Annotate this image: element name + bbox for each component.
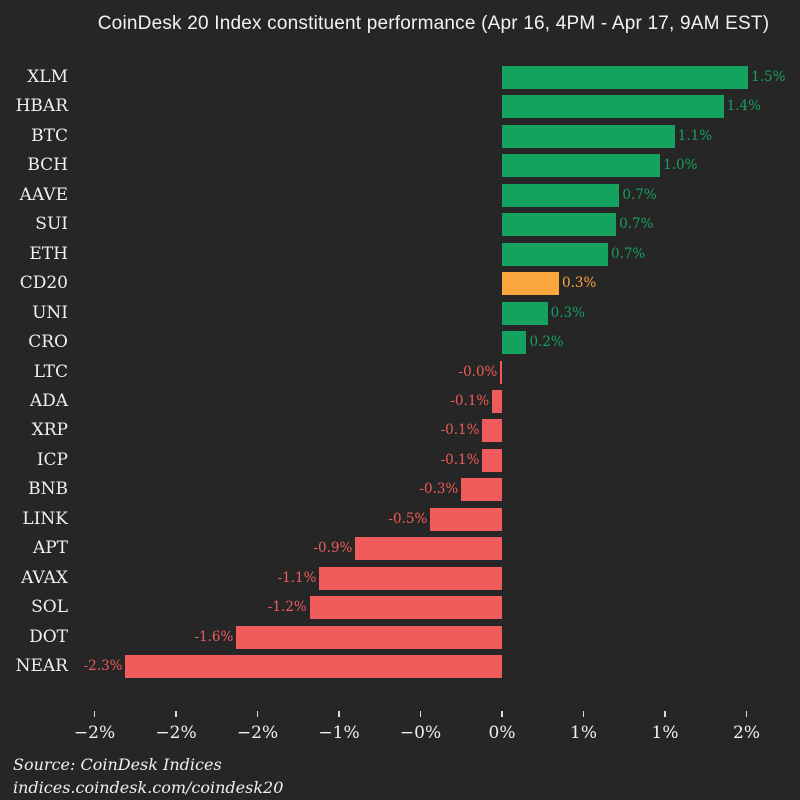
value-label-bch: 1.0% (663, 157, 698, 174)
x-axis-tick-mark (93, 711, 96, 717)
source-note: Source: CoinDesk Indices indices.coindes… (13, 753, 283, 799)
category-label-icp: ICP (36, 449, 68, 470)
x-axis-tick-label: −2% (155, 723, 197, 743)
source-url: indices.coindesk.com/coindesk20 (13, 778, 284, 797)
x-axis-tick-label: 1% (651, 723, 679, 743)
category-label-near: NEAR (15, 656, 68, 676)
bar-near (125, 655, 502, 678)
x-axis-tick-mark (664, 711, 666, 717)
value-label-xrp: -0.1% (440, 422, 480, 439)
value-label-uni: 0.3% (550, 304, 585, 321)
bar-eth (502, 242, 608, 266)
category-label-apt: APT (32, 538, 68, 559)
chart-title: CoinDesk 20 Index constituent performanc… (97, 13, 770, 34)
value-label-sui: 0.7% (619, 216, 654, 233)
x-axis-tick-label: 2% (733, 723, 760, 743)
bar-hbar (502, 95, 724, 119)
bar-dot (236, 625, 502, 649)
bar-aave (502, 183, 620, 207)
category-label-link: LINK (22, 508, 68, 529)
bar-ada (492, 389, 502, 413)
bar-cd20 (502, 272, 560, 296)
x-axis-tick-mark (419, 711, 422, 717)
value-label-ada: -0.1% (450, 392, 490, 409)
x-axis-tick-label: −2% (73, 723, 116, 743)
x-axis-tick-label: 1% (570, 723, 597, 743)
category-label-xrp: XRP (31, 420, 68, 441)
bar-bnb (461, 478, 502, 502)
bar-ltc (500, 360, 502, 384)
x-axis-tick-mark (501, 711, 503, 717)
bar-sol (309, 596, 502, 620)
value-label-xlm: 1.5% (751, 69, 786, 85)
x-axis-tick-label: 0% (488, 723, 516, 743)
bar-apt (355, 537, 502, 561)
value-label-link: -0.5% (388, 510, 428, 527)
x-axis-tick-label: −2% (236, 723, 279, 743)
category-label-hbar: HBAR (15, 96, 68, 117)
value-label-cd20: 0.3% (562, 275, 597, 292)
value-label-near: -2.3% (83, 658, 123, 674)
category-label-aave: AAVE (19, 184, 68, 205)
bar-avax (319, 566, 502, 590)
bar-xlm (502, 66, 749, 89)
value-label-cro: 0.2% (529, 334, 564, 351)
category-label-xlm: XLM (27, 67, 68, 87)
value-label-dot: -1.6% (194, 628, 234, 645)
value-label-apt: -0.9% (313, 540, 353, 557)
x-axis-tick-mark (745, 711, 748, 717)
category-label-ada: ADA (29, 390, 68, 411)
bar-xrp (482, 419, 502, 443)
category-label-btc: BTC (31, 125, 68, 146)
value-label-icp: -0.1% (440, 451, 480, 468)
category-label-eth: ETH (29, 243, 68, 264)
bar-cro (502, 331, 527, 355)
category-label-uni: UNI (32, 302, 68, 323)
bar-sui (502, 213, 617, 237)
category-label-sui: SUI (35, 214, 68, 235)
x-axis-tick-label: −1% (318, 723, 360, 743)
value-label-btc: 1.1% (677, 127, 713, 144)
x-axis-tick-mark (256, 711, 259, 717)
value-label-sol: -1.2% (267, 599, 307, 616)
x-axis-tick-mark (338, 711, 340, 717)
category-label-bnb: BNB (28, 479, 68, 500)
value-label-aave: 0.7% (622, 186, 657, 203)
bar-btc (502, 124, 675, 148)
category-label-avax: AVAX (21, 567, 68, 588)
category-label-cd20: CD20 (19, 273, 68, 294)
category-label-ltc: LTC (33, 361, 68, 382)
value-label-avax: -1.1% (277, 569, 317, 586)
value-label-bnb: -0.3% (419, 481, 459, 498)
category-label-cro: CRO (28, 332, 68, 353)
category-label-sol: SOL (31, 597, 68, 618)
category-label-dot: DOT (29, 626, 68, 647)
source-line: Source: CoinDesk Indices (13, 755, 222, 774)
bar-uni (502, 301, 548, 325)
value-label-eth: 0.7% (610, 245, 646, 262)
x-axis-tick-label: −0% (399, 723, 442, 743)
bar-link (430, 507, 502, 531)
x-axis-tick-mark (582, 711, 585, 717)
bar-bch (502, 154, 661, 178)
bar-icp (482, 448, 502, 472)
x-axis-tick-mark (175, 711, 177, 717)
value-label-hbar: 1.4% (726, 98, 761, 115)
category-label-bch: BCH (27, 155, 68, 176)
value-label-ltc: -0.0% (458, 363, 498, 380)
